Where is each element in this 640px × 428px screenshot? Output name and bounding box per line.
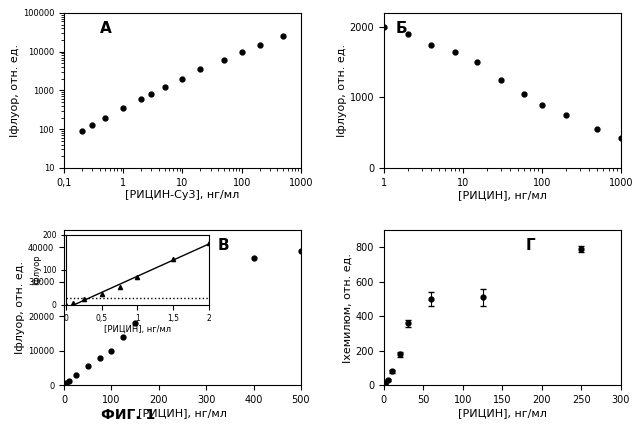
- Text: ФИГ. 1: ФИГ. 1: [101, 408, 155, 422]
- Text: Б: Б: [396, 21, 407, 36]
- X-axis label: [РИЦИН-Су3], нг/мл: [РИЦИН-Су3], нг/мл: [125, 190, 239, 200]
- Y-axis label: Iхемилюм, отн. ед.: Iхемилюм, отн. ед.: [343, 253, 353, 363]
- Text: Г: Г: [526, 238, 536, 253]
- Y-axis label: Iфлуор, отн. ед.: Iфлуор, отн. ед.: [10, 44, 20, 137]
- Text: А: А: [100, 21, 111, 36]
- Text: В: В: [218, 238, 230, 253]
- X-axis label: [РИЦИН], нг/мл: [РИЦИН], нг/мл: [458, 408, 547, 418]
- Y-axis label: Iфлуор, отн. ед.: Iфлуор, отн. ед.: [15, 261, 25, 354]
- X-axis label: [РИЦИН], нг/мл: [РИЦИН], нг/мл: [458, 190, 547, 200]
- Y-axis label: Iфлуор, отн. ед.: Iфлуор, отн. ед.: [337, 44, 347, 137]
- X-axis label: [РИЦИН], нг/мл: [РИЦИН], нг/мл: [138, 408, 227, 418]
